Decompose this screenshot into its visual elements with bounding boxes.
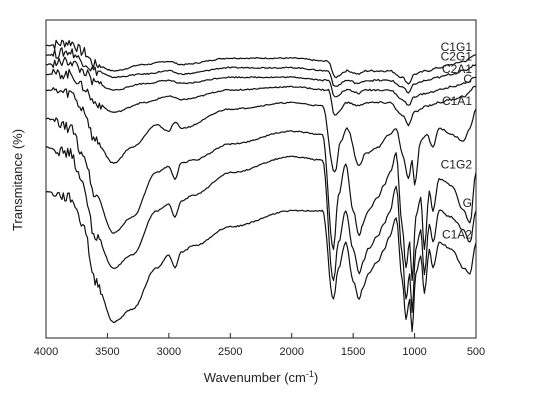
x-axis-title-tail: ) — [314, 370, 318, 385]
series-line-c2g1 — [45, 47, 477, 94]
series-line-g — [45, 146, 477, 313]
x-tick-label: 4000 — [34, 346, 58, 358]
series-label-c1a1: C1A1 — [442, 94, 472, 108]
series-line-c — [45, 68, 477, 127]
x-tick-label: 500 — [467, 346, 485, 358]
x-tick-label: 1000 — [402, 346, 426, 358]
series-label-c1g2: C1G2 — [441, 158, 473, 172]
series-line-c2a1 — [45, 56, 477, 106]
x-tick-label: 3000 — [157, 346, 181, 358]
x-tick-label: 1500 — [341, 346, 365, 358]
x-axis-title-main: Wavenumber (cm — [204, 370, 306, 385]
series-line-c1g2 — [45, 117, 477, 281]
series-label-c1g1: C1G1 — [441, 40, 473, 54]
series-line-c1g1 — [45, 39, 476, 85]
series-line-c1a2 — [45, 191, 477, 333]
series-line-c1a1 — [45, 87, 477, 186]
x-axis-title-sup: -1 — [306, 369, 314, 379]
series-layer — [45, 39, 477, 333]
series-label-g: G — [463, 196, 472, 210]
series-label-c2g1: C2G1 — [441, 50, 473, 64]
x-tick-label: 3500 — [95, 346, 119, 358]
plot-frame — [45, 19, 477, 339]
series-label-c1a2: C1A2 — [442, 228, 472, 242]
x-tick-label: 2500 — [218, 346, 242, 358]
x-tick-label: 2000 — [279, 346, 303, 358]
x-axis: 4000 3500 3000 2500 2000 1500 1000 500 — [34, 333, 485, 358]
series-label-c: C — [463, 72, 472, 86]
x-axis-title: Wavenumber (cm-1) — [204, 369, 318, 385]
y-axis-title: Transmitance (%) — [10, 129, 25, 231]
series-label-c2a1: C2A1 — [442, 62, 472, 76]
